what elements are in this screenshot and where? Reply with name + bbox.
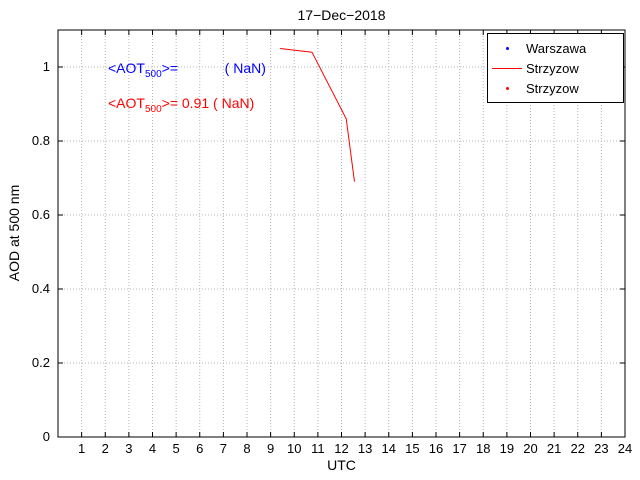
annotation-subscript: 500 — [144, 103, 162, 115]
series-line-strzyzow — [280, 48, 355, 182]
x-tick-label: 20 — [523, 441, 537, 456]
y-axis-label: AOD at 500 nm — [6, 184, 22, 282]
x-tick-label: 24 — [618, 441, 632, 456]
x-tick-label: 16 — [429, 441, 443, 456]
x-tick-label: 17 — [452, 441, 466, 456]
x-tick-label: 2 — [102, 441, 109, 456]
plot-border — [57, 29, 626, 438]
x-tick-label: 7 — [220, 441, 227, 456]
x-tick-label: 15 — [405, 441, 419, 456]
legend-marker — [488, 86, 526, 90]
legend-dot-marker — [505, 86, 509, 90]
x-tick-label: 22 — [571, 441, 585, 456]
x-tick-label: 21 — [547, 441, 561, 456]
legend-label: Strzyzow — [526, 80, 579, 96]
legend-item-strzyzow-line: Strzyzow — [488, 58, 623, 78]
legend-marker — [488, 46, 526, 50]
y-tick-label: 0 — [43, 429, 50, 444]
legend-marker — [488, 67, 526, 69]
plot-title: 17−Dec−2018 — [297, 7, 386, 23]
legend-label: Warszawa — [526, 40, 587, 56]
x-tick-label: 9 — [267, 441, 274, 456]
y-tick-label: 0.8 — [32, 133, 50, 148]
annotation-subscript: 500 — [144, 68, 162, 80]
x-axis-label: UTC — [327, 457, 356, 473]
legend-dot-marker — [505, 46, 509, 50]
x-tick-label: 13 — [358, 441, 372, 456]
aot-mean-annotation-warszawa: <AOT500>= ( NaN) — [108, 60, 266, 80]
x-tick-label: 12 — [334, 441, 348, 456]
x-tick-label: 3 — [125, 441, 132, 456]
x-tick-label: 19 — [500, 441, 514, 456]
legend: Warszawa Strzyzow Strzyzow — [487, 33, 624, 103]
annotation-prefix: <AOT — [108, 95, 145, 111]
x-tick-label: 14 — [382, 441, 396, 456]
x-tick-label: 4 — [149, 441, 156, 456]
x-tick-label: 1 — [78, 441, 85, 456]
legend-item-strzyzow-dot: Strzyzow — [488, 78, 623, 98]
legend-line-marker — [492, 67, 522, 69]
annotation-prefix: <AOT — [108, 60, 145, 76]
x-tick-label: 6 — [196, 441, 203, 456]
y-tick-label: 0.6 — [32, 207, 50, 222]
legend-label: Strzyzow — [526, 60, 579, 76]
y-tick-label: 0.2 — [32, 355, 50, 370]
x-tick-label: 8 — [243, 441, 250, 456]
x-tick-label: 5 — [173, 441, 180, 456]
legend-item-warszawa: Warszawa — [488, 38, 623, 58]
y-tick-label: 0.4 — [32, 281, 50, 296]
annotation-value: >= ( NaN) — [161, 60, 266, 76]
x-tick-label: 11 — [311, 441, 325, 456]
x-tick-label: 10 — [287, 441, 301, 456]
y-tick-label: 1 — [43, 59, 50, 74]
aot-mean-annotation-strzyzow: <AOT500>= 0.91 ( NaN) — [108, 95, 254, 115]
annotation-value: >= 0.91 ( NaN) — [161, 95, 255, 111]
x-tick-label: 18 — [476, 441, 490, 456]
x-tick-label: 23 — [594, 441, 608, 456]
